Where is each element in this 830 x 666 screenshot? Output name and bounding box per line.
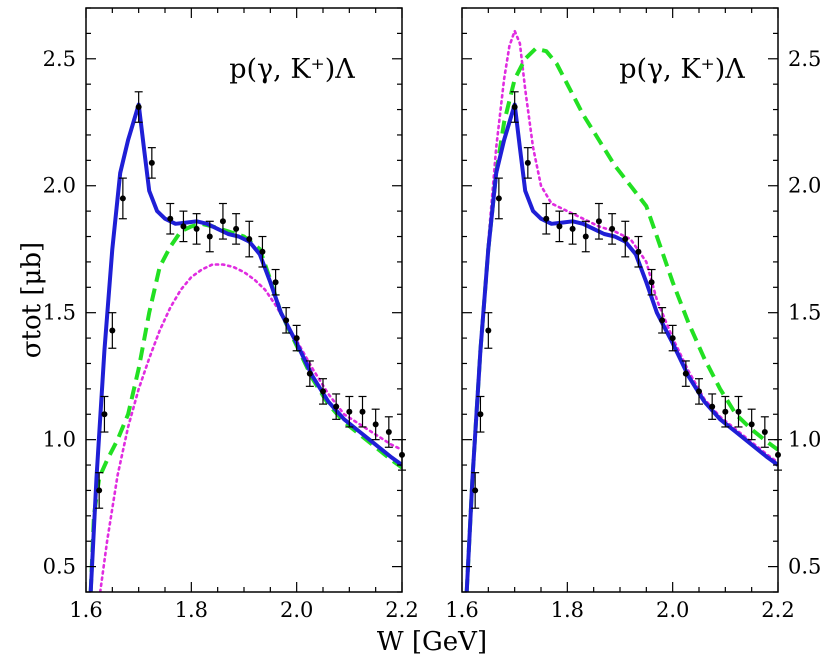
right-data-point: [647, 268, 656, 296]
left-data-point: [332, 393, 341, 420]
left-data-point: [166, 202, 175, 235]
right-data-point: [747, 408, 756, 441]
right-data-point: [581, 220, 590, 253]
left-data-point: [118, 177, 127, 220]
left-data-point: [258, 235, 267, 268]
left-series-dotted: [98, 263, 402, 592]
right-data-point: [594, 202, 603, 240]
right-y-tick-label: 2.0: [788, 174, 821, 198]
left-y-tick-label: 2.0: [43, 174, 76, 198]
left-data-point: [179, 210, 188, 243]
left-panel: 1.6 1.8 2.0 2.2 0.5 1.0 1.5 2.0 2.5 p(γ, K⁺)Λ: [43, 7, 419, 622]
left-data-point: [232, 213, 241, 245]
left-series-dashed: [88, 221, 402, 592]
right-series-solid: [464, 102, 778, 592]
left-chart-title: p(γ, K⁺)Λ: [229, 54, 355, 85]
right-data-point: [608, 213, 617, 245]
right-data-point: [494, 177, 503, 220]
right-y-tick-labels: 0.5 1.0 1.5 2.0 2.5: [788, 47, 821, 579]
left-data-point: [282, 307, 291, 334]
right-series-dashed: [464, 46, 778, 592]
right-curve-solid: [464, 102, 778, 592]
left-data-point: [319, 378, 327, 405]
right-data-points: [471, 91, 782, 509]
right-y-tick-label: 0.5: [788, 555, 821, 579]
right-x-tick-label: 1.6: [445, 598, 478, 622]
right-axis-ticks: [461, 7, 779, 593]
left-data-point: [345, 395, 354, 428]
left-data-point: [305, 360, 314, 387]
right-x-tick-labels: 1.6 1.8 2.0 2.2: [445, 598, 794, 622]
left-data-point: [134, 91, 143, 123]
right-data-point: [681, 360, 690, 387]
left-data-point: [192, 213, 201, 245]
right-data-point: [484, 312, 493, 349]
right-x-tick-label: 1.8: [551, 598, 584, 622]
right-data-point: [721, 395, 730, 428]
right-data-point: [523, 147, 532, 179]
left-data-points: [95, 91, 406, 509]
right-curve-dashed: [464, 46, 778, 592]
right-x-tick-label: 2.2: [761, 598, 794, 622]
left-data-point: [108, 312, 117, 349]
right-plot-frame: [461, 7, 779, 593]
left-curve-dotted: [98, 263, 402, 592]
y-axis-label: σtot [μb]: [17, 242, 47, 358]
left-x-tick-label: 1.8: [175, 598, 208, 622]
x-axis-label: W [GeV]: [377, 627, 487, 657]
right-data-point: [568, 213, 577, 245]
left-data-point: [218, 202, 227, 240]
right-data-point: [760, 416, 769, 448]
right-y-tick-label: 1.0: [788, 428, 821, 452]
left-data-point: [384, 416, 393, 448]
left-plot-frame: [85, 7, 403, 593]
left-x-tick-label: 1.6: [69, 598, 102, 622]
left-data-point: [245, 220, 254, 258]
right-data-point: [471, 472, 480, 509]
left-data-point: [205, 220, 214, 253]
right-data-point: [476, 395, 485, 433]
right-data-point: [621, 220, 630, 258]
right-x-tick-label: 2.0: [656, 598, 689, 622]
right-data-point: [542, 202, 551, 235]
right-panel: 1.6 1.8 2.0 2.2 0.5 1.0 1.5 2.0 2.5 p(γ, K⁺)Λ: [445, 7, 821, 622]
right-y-tick-label: 1.5: [788, 301, 821, 325]
left-data-point: [100, 395, 109, 433]
left-data-point: [292, 324, 301, 352]
left-data-point: [271, 268, 280, 296]
left-curve-solid: [88, 102, 402, 592]
left-axis-ticks: [85, 7, 403, 593]
left-curve-dashed: [88, 221, 402, 592]
left-series-solid: [88, 102, 402, 592]
left-y-tick-label: 1.0: [43, 428, 76, 452]
left-y-tick-labels: 0.5 1.0 1.5 2.0 2.5: [43, 47, 76, 579]
left-data-point: [358, 395, 367, 428]
right-data-point: [668, 324, 677, 352]
left-x-tick-label: 2.0: [280, 598, 313, 622]
left-y-tick-label: 0.5: [43, 555, 76, 579]
left-x-tick-labels: 1.6 1.8 2.0 2.2: [69, 598, 418, 622]
right-data-point: [634, 235, 643, 268]
right-y-tick-label: 2.5: [788, 47, 821, 71]
right-data-point: [708, 393, 717, 420]
left-data-point: [147, 147, 156, 179]
left-y-tick-label: 2.5: [43, 47, 76, 71]
left-y-tick-label: 1.5: [43, 301, 76, 325]
right-data-point: [510, 91, 519, 123]
right-chart-title: p(γ, K⁺)Λ: [619, 54, 745, 85]
left-x-tick-label: 2.2: [385, 598, 418, 622]
right-data-point: [658, 307, 667, 334]
right-data-point: [555, 210, 564, 243]
left-data-point: [371, 408, 380, 441]
left-data-point: [95, 472, 104, 509]
right-data-point: [734, 395, 743, 428]
right-data-point: [695, 378, 703, 405]
